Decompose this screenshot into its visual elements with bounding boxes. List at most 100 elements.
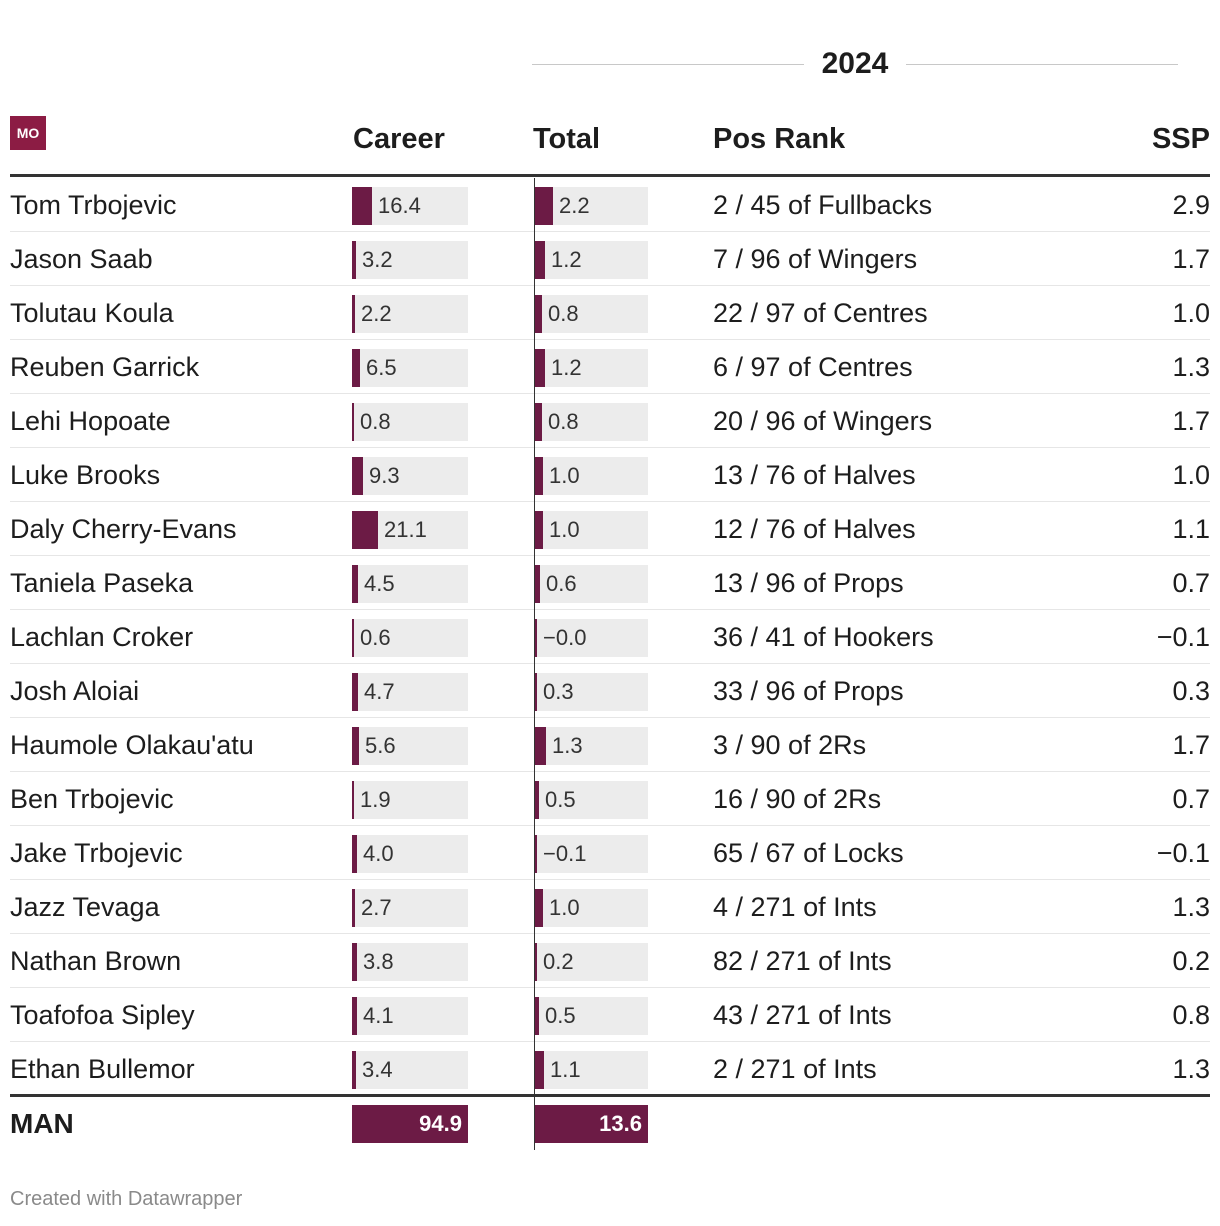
column-header-ssp: SSP <box>1151 123 1210 155</box>
position-rank: 82 / 271 of Ints <box>713 946 892 976</box>
position-rank: 6 / 97 of Centres <box>713 352 913 382</box>
total-bar <box>535 295 542 333</box>
position-rank: 4 / 271 of Ints <box>713 892 877 922</box>
total-bar <box>535 781 539 819</box>
total-bar <box>535 457 543 495</box>
total-bar <box>535 673 537 711</box>
career-value-label: 21.1 <box>384 517 427 542</box>
column-header-total: Total <box>533 123 601 155</box>
total-value-label: −0.0 <box>543 625 587 650</box>
position-rank: 13 / 76 of Halves <box>713 460 916 490</box>
table-row: Nathan Brown 3.8 0.2 82 / 271 of Ints 0.2 <box>10 934 1210 988</box>
ssp-value: 0.7 <box>1172 784 1210 814</box>
total-row-name: MAN <box>10 1108 74 1139</box>
career-bar <box>352 187 372 225</box>
group-header-2024: 2024 <box>532 44 1178 84</box>
position-rank: 3 / 90 of 2Rs <box>713 730 867 760</box>
career-bar-track: 0.6 <box>352 619 468 657</box>
position-rank: 12 / 76 of Halves <box>713 514 916 544</box>
career-bar <box>352 1051 356 1089</box>
table-row: Haumole Olakau'atu 5.6 1.3 3 / 90 of 2Rs 1.7 <box>10 718 1210 772</box>
total-bar <box>535 727 546 765</box>
table-row: Daly Cherry-Evans 21.1 1.0 12 / 76 of Halve… <box>10 502 1210 556</box>
total-bar-track: −0.1 <box>535 835 648 873</box>
career-bar-track: 6.5 <box>352 349 468 387</box>
career-bar-track: 5.6 <box>352 727 468 765</box>
total-bar <box>535 511 543 549</box>
total-career-bar: 94.9 <box>352 1105 468 1143</box>
table-row: Lachlan Croker 0.6 −0.0 36 / 41 of Hookers −… <box>10 610 1210 664</box>
total-bar <box>535 997 539 1035</box>
career-bar-track: 4.0 <box>352 835 468 873</box>
table-row: Josh Aloiai 4.7 0.3 33 / 96 of Props 0.3 <box>10 664 1210 718</box>
position-rank: 13 / 96 of Props <box>713 568 904 598</box>
total-bar-track: 1.2 <box>535 349 648 387</box>
ssp-value: 1.3 <box>1172 1054 1210 1084</box>
total-value-label: 0.5 <box>545 1003 576 1028</box>
position-rank: 43 / 271 of Ints <box>713 1000 892 1030</box>
player-name: Lachlan Croker <box>10 622 194 652</box>
table-row: Ben Trbojevic 1.9 0.5 16 / 90 of 2Rs 0.7 <box>10 772 1210 826</box>
total-bar-track: 1.1 <box>535 1051 648 1089</box>
column-header-career: Career <box>353 123 445 155</box>
total-bar-track: 1.2 <box>535 241 648 279</box>
total-row: MAN 94.9 13.6 <box>10 1100 1210 1148</box>
career-bar <box>352 457 363 495</box>
player-name: Luke Brooks <box>10 460 161 490</box>
total-bar <box>535 943 537 981</box>
table-row: Toafofoa Sipley 4.1 0.5 43 / 271 of Ints 0.8 <box>10 988 1210 1042</box>
ssp-value: 1.3 <box>1172 892 1210 922</box>
career-value-label: 3.2 <box>362 247 393 272</box>
total-value-label: 0.8 <box>548 409 579 434</box>
ssp-value: 0.3 <box>1172 676 1210 706</box>
player-name: Jazz Tevaga <box>10 892 160 922</box>
ssp-value: −0.1 <box>1156 622 1210 652</box>
career-bar <box>352 295 355 333</box>
career-bar <box>352 673 358 711</box>
total-bar-track: 2.2 <box>535 187 648 225</box>
total-bar <box>535 403 542 441</box>
career-value-label: 9.3 <box>369 463 400 488</box>
ssp-value: 1.7 <box>1172 406 1210 436</box>
player-name: Nathan Brown <box>10 946 182 976</box>
ssp-value: 0.7 <box>1172 568 1210 598</box>
player-name: Ben Trbojevic <box>10 784 174 814</box>
position-rank: 7 / 96 of Wingers <box>713 244 918 274</box>
column-header-pos-rank: Pos Rank <box>713 123 846 155</box>
career-bar <box>352 241 356 279</box>
career-bar-track: 3.2 <box>352 241 468 279</box>
total-bar <box>535 349 545 387</box>
total-bar-track: 0.8 <box>535 295 648 333</box>
total-bar-track: 0.5 <box>535 781 648 819</box>
career-value-label: 3.4 <box>362 1057 393 1082</box>
total-bar-track: 0.2 <box>535 943 648 981</box>
group-header-line-right <box>906 64 1178 65</box>
table-row: Jason Saab 3.2 1.2 7 / 96 of Wingers 1.7 <box>10 232 1210 286</box>
career-bar-track: 16.4 <box>352 187 468 225</box>
table-row: Jazz Tevaga 2.7 1.0 4 / 271 of Ints 1.3 <box>10 880 1210 934</box>
ssp-value: 1.3 <box>1172 352 1210 382</box>
total-bar-track: 0.6 <box>535 565 648 603</box>
total-value-label: 0.2 <box>543 949 574 974</box>
ssp-value: 1.1 <box>1172 514 1210 544</box>
career-value-label: 6.5 <box>366 355 397 380</box>
position-rank: 33 / 96 of Props <box>713 676 904 706</box>
footer-credit: Created with Datawrapper <box>10 1188 243 1210</box>
team-logo: MO <box>10 116 46 150</box>
career-value-label: 3.8 <box>363 949 394 974</box>
ssp-value: 1.7 <box>1172 244 1210 274</box>
career-bar-track: 21.1 <box>352 511 468 549</box>
career-bar <box>352 619 354 657</box>
total-bar-track: 1.0 <box>535 511 648 549</box>
career-bar-track: 9.3 <box>352 457 468 495</box>
total-bar-track: 0.8 <box>535 403 648 441</box>
player-name: Lehi Hopoate <box>10 406 171 436</box>
career-value-label: 2.7 <box>361 895 392 920</box>
position-rank: 2 / 271 of Ints <box>713 1054 877 1084</box>
total-rule <box>10 1094 1210 1097</box>
career-bar <box>352 565 358 603</box>
career-bar-track: 0.8 <box>352 403 468 441</box>
total-bar-track: 1.0 <box>535 889 648 927</box>
position-rank: 16 / 90 of 2Rs <box>713 784 882 814</box>
ssp-value: −0.1 <box>1156 838 1210 868</box>
